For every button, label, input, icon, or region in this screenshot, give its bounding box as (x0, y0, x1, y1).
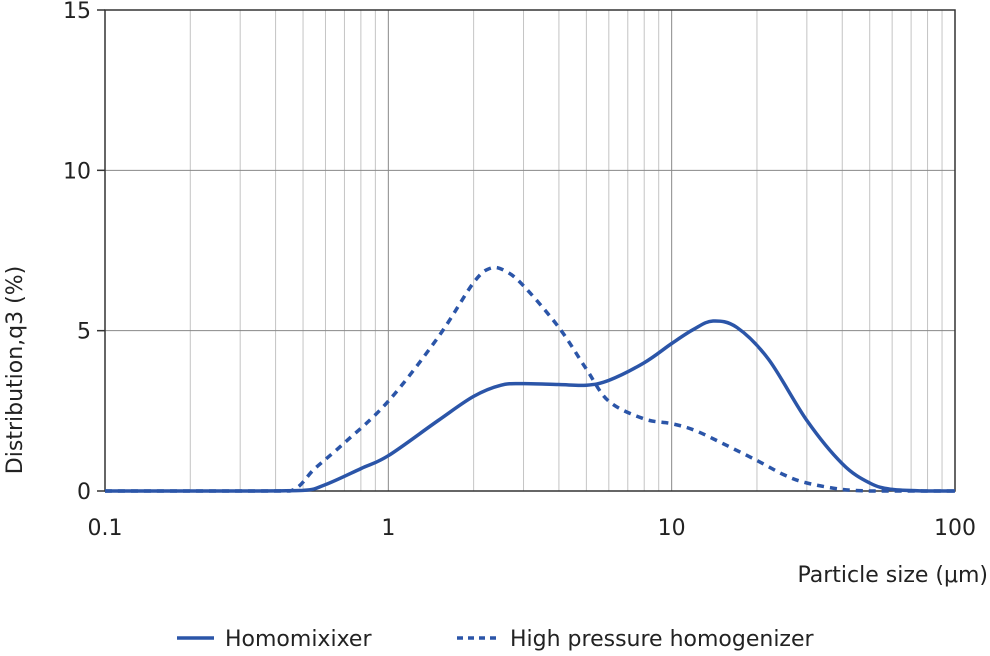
y-tick-marks (97, 9, 105, 492)
x-tick-label: 1 (381, 516, 395, 541)
legend: Homomixixer High pressure homogenizer (177, 627, 815, 652)
legend-label-homomixixer: Homomixixer (225, 627, 372, 652)
y-tick-label: 0 (77, 480, 91, 505)
x-tick-label: 0.1 (88, 516, 123, 541)
y-tick-label: 15 (63, 0, 91, 24)
series-line-homomixixer (104, 319, 955, 493)
series-lines (104, 265, 955, 493)
legend-label-high-pressure-homogenizer: High pressure homogenizer (510, 627, 815, 652)
y-axis-title: Distribution,q3 (%) (3, 266, 28, 474)
y-tick-labels: 0 5 10 15 (63, 0, 91, 505)
x-axis-title: Particle size (μm) (797, 563, 988, 588)
grid-lines (105, 10, 955, 491)
y-tick-label: 10 (63, 159, 91, 184)
x-tick-labels: 0.1 1 10 100 (88, 516, 977, 541)
y-tick-label: 5 (77, 320, 91, 345)
x-tick-label: 100 (934, 516, 976, 541)
series-line-high-pressure-homogenizer (104, 265, 955, 493)
plot-frame (104, 9, 956, 492)
x-tick-label: 10 (658, 516, 686, 541)
